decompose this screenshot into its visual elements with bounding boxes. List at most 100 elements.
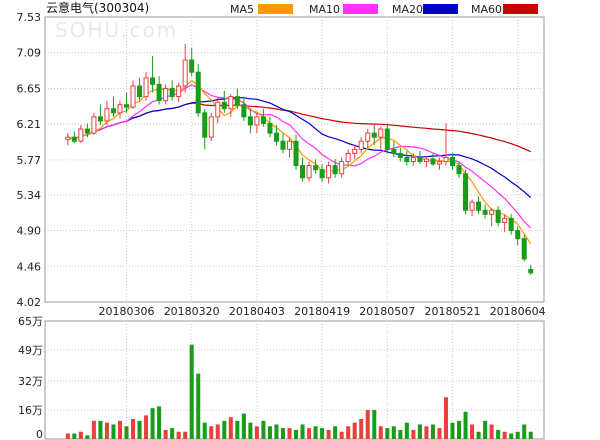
volume-bar — [248, 422, 253, 439]
volume-bar — [515, 431, 520, 439]
volume-bar — [137, 420, 142, 439]
ma20-line — [67, 96, 532, 198]
candle-down — [528, 269, 534, 274]
candle-up — [378, 128, 384, 138]
candle-down — [391, 148, 397, 154]
volume-tick-label: 65万 — [18, 315, 43, 328]
volume-bar — [320, 428, 325, 439]
volume-bar — [130, 419, 136, 439]
candle-down — [482, 209, 488, 215]
candle-up — [306, 165, 312, 179]
volume-bar — [267, 426, 272, 439]
price-tick-label: 6.65 — [17, 82, 42, 95]
volume-bar — [117, 420, 123, 439]
candle-up — [423, 158, 429, 163]
volume-bar — [85, 435, 90, 439]
volume-bar — [346, 426, 351, 439]
legend: MA5 MA10 MA20 MA60 — [230, 3, 538, 16]
volume-bar — [365, 409, 370, 439]
legend-ma20-label: MA20 — [392, 3, 423, 16]
volume-bar — [424, 426, 429, 439]
candle-up — [163, 87, 169, 102]
candle-down — [247, 116, 253, 126]
candle-up — [130, 85, 136, 108]
candle-down — [449, 156, 456, 167]
candle-up — [91, 116, 97, 134]
candle-down — [241, 104, 247, 118]
volume-bar — [522, 424, 527, 439]
volume-bar — [170, 428, 175, 439]
volume-bar — [456, 420, 462, 439]
candle-down — [97, 116, 103, 122]
volume-bar — [72, 433, 77, 439]
price-tick-label: 4.90 — [17, 225, 42, 238]
volume-bar — [372, 409, 377, 439]
candle-down — [156, 83, 162, 102]
volume-tick-label: 16万 — [18, 404, 43, 417]
candle-down — [137, 85, 143, 98]
candle-up — [352, 148, 358, 154]
candle-up — [78, 128, 84, 142]
candle-up — [143, 77, 149, 98]
volume-bar — [528, 431, 533, 439]
price-tick-label: 6.21 — [17, 118, 42, 131]
date-tick-label: 20180403 — [229, 305, 285, 318]
date-tick-label: 20180604 — [490, 305, 546, 318]
volume-bar — [443, 397, 449, 439]
candle-down — [221, 101, 227, 110]
volume-bar — [313, 426, 318, 439]
candle-down — [84, 128, 90, 134]
date-tick-label: 20180320 — [164, 305, 220, 318]
volume-bar — [124, 426, 129, 439]
candle-down — [195, 71, 201, 114]
candle-down — [476, 201, 482, 211]
volume-bar — [417, 424, 422, 439]
candle-down — [417, 156, 423, 163]
volume-bar — [300, 424, 305, 439]
volume-bar — [209, 426, 214, 439]
candle-down — [371, 132, 377, 138]
candle-up — [117, 104, 123, 114]
candle-up — [365, 132, 371, 142]
volume-bar — [483, 420, 488, 439]
candle-up — [286, 140, 293, 150]
volume-bar — [150, 408, 155, 439]
volume-bar — [496, 429, 501, 439]
volume-bar — [476, 431, 481, 439]
candle-down — [234, 96, 240, 106]
date-tick-label: 20180419 — [294, 305, 350, 318]
candle-down — [169, 87, 175, 98]
legend-ma10-swatch — [343, 4, 378, 14]
candle-down — [189, 59, 195, 73]
volume-bar — [391, 426, 396, 439]
candle-up — [469, 201, 475, 211]
volume-bar — [378, 426, 383, 439]
candle-down — [319, 169, 325, 179]
date-tick-label: 20180306 — [99, 305, 155, 318]
volume-bar — [489, 424, 494, 439]
volume-bar — [163, 429, 168, 439]
candle-up — [228, 96, 234, 110]
volume-bar — [274, 424, 279, 439]
price-tick-label: 7.09 — [17, 47, 42, 60]
candle-up — [358, 140, 364, 150]
volume-bar — [339, 431, 344, 439]
legend-ma60-swatch — [503, 4, 538, 14]
volume-bar — [254, 426, 259, 439]
volume-bar — [450, 422, 455, 439]
legend-ma5-label: MA5 — [230, 3, 254, 16]
candle-down — [515, 230, 521, 240]
volume-bar — [293, 429, 299, 439]
volume-bar — [333, 426, 338, 439]
volume-bar — [202, 422, 207, 439]
candle-up — [65, 136, 71, 141]
volume-bar — [144, 415, 149, 439]
candle-down — [430, 158, 436, 165]
legend-ma10-label: MA10 — [309, 3, 340, 16]
legend-ma20-swatch — [423, 4, 458, 14]
volume-bar — [280, 428, 286, 439]
price-tick-label: 7.53 — [17, 11, 42, 24]
volume-bar — [287, 428, 292, 439]
volume-bar — [78, 431, 83, 439]
